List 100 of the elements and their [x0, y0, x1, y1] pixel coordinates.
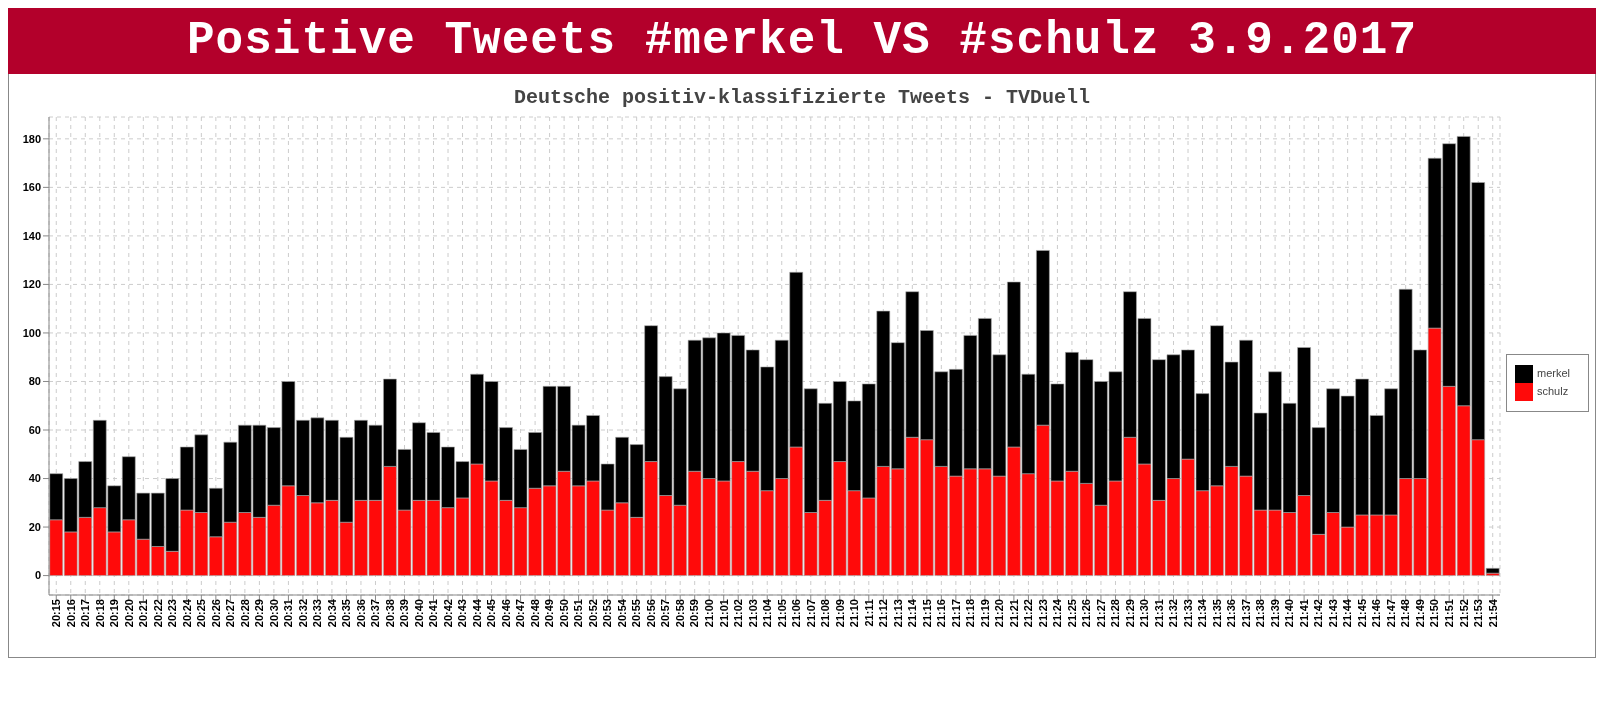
x-tick-label: 20:17 — [79, 599, 92, 628]
x-tick-label: 20:54 — [615, 598, 628, 628]
y-tick-label: 60 — [28, 423, 41, 436]
x-tick-label: 21:12 — [877, 599, 890, 628]
x-tick-label: 20:37 — [369, 599, 382, 628]
x-tick-label: 20:24 — [180, 598, 193, 628]
x-tick-label: 20:36 — [354, 599, 367, 628]
x-tick-label: 21:24 — [1051, 598, 1064, 628]
x-tick-label: 20:15 — [50, 599, 63, 628]
x-tick-label: 21:36 — [1225, 599, 1238, 628]
x-tick-label: 21:00 — [703, 599, 716, 628]
x-tick-label: 21:25 — [1065, 599, 1078, 628]
x-tick-label: 20:50 — [557, 599, 570, 628]
x-tick-label: 21:28 — [1109, 599, 1122, 628]
x-tick-label: 21:18 — [964, 599, 977, 628]
x-tick-label: 21:26 — [1080, 599, 1093, 628]
x-tick-label: 20:44 — [470, 598, 483, 628]
x-tick-label: 21:40 — [1283, 599, 1296, 628]
x-tick-label: 20:57 — [659, 599, 672, 628]
y-tick-label: 80 — [28, 375, 41, 388]
y-tick-label: 20 — [28, 520, 41, 533]
x-tick-label: 21:49 — [1413, 599, 1426, 628]
x-tick-label: 20:28 — [238, 599, 251, 628]
x-tick-label: 20:53 — [601, 599, 614, 628]
x-tick-label: 20:47 — [514, 599, 527, 628]
y-tick-label: 180 — [22, 132, 41, 145]
x-tick-label: 20:32 — [296, 599, 309, 628]
x-tick-label: 21:38 — [1254, 599, 1267, 628]
x-tick-label: 20:22 — [151, 599, 164, 628]
x-tick-label: 20:38 — [383, 599, 396, 628]
x-tick-label: 20:55 — [630, 599, 643, 628]
x-tick-label: 20:30 — [267, 599, 280, 628]
y-tick-label: 40 — [28, 472, 41, 485]
x-tick-label: 20:29 — [253, 599, 266, 628]
y-tick-label: 160 — [22, 181, 41, 194]
x-tick-label: 20:42 — [441, 599, 454, 628]
x-tick-label: 21:16 — [935, 599, 948, 628]
x-tick-label: 20:39 — [398, 599, 411, 628]
x-tick-label: 21:35 — [1210, 599, 1223, 628]
x-tick-label: 20:41 — [427, 599, 440, 628]
x-tick-label: 20:46 — [499, 599, 512, 628]
x-tick-label: 21:37 — [1239, 599, 1252, 628]
x-tick-label: 21:31 — [1152, 599, 1165, 628]
x-tick-label: 21:48 — [1399, 599, 1412, 628]
x-tick-label: 21:52 — [1457, 599, 1470, 628]
x-tick-label: 21:14 — [906, 598, 919, 628]
x-tick-label: 21:46 — [1370, 599, 1383, 628]
x-tick-label: 21:15 — [920, 599, 933, 628]
x-tick-label: 21:34 — [1196, 598, 1209, 628]
x-tick-label: 20:59 — [688, 599, 701, 628]
x-tick-label: 21:06 — [790, 599, 803, 628]
x-tick-label: 20:56 — [644, 599, 657, 628]
x-tick-label: 20:27 — [224, 599, 237, 628]
x-tick-label: 21:29 — [1123, 599, 1136, 628]
x-tick-label: 20:21 — [137, 599, 150, 628]
x-tick-label: 21:22 — [1022, 599, 1035, 628]
x-tick-label: 21:39 — [1268, 599, 1281, 628]
x-tick-label: 20:43 — [456, 599, 469, 628]
x-tick-label: 21:47 — [1384, 599, 1397, 628]
x-tick-label: 20:19 — [108, 599, 121, 628]
x-tick-label: 20:51 — [572, 599, 585, 628]
x-tick-label: 20:23 — [166, 599, 179, 628]
x-tick-label: 20:49 — [543, 599, 556, 628]
x-tick-label: 20:58 — [673, 599, 686, 628]
x-tick-label: 21:50 — [1428, 599, 1441, 628]
x-tick-label: 21:07 — [804, 599, 817, 628]
x-tick-label: 21:53 — [1472, 599, 1485, 628]
x-tick-label: 21:41 — [1297, 599, 1310, 628]
x-tick-label: 20:45 — [485, 599, 498, 628]
x-tick-label: 21:01 — [717, 599, 730, 628]
x-tick-label: 21:43 — [1326, 599, 1339, 628]
x-tick-label: 21:30 — [1138, 599, 1151, 628]
y-tick-label: 0 — [34, 569, 41, 582]
x-tick-label: 21:23 — [1036, 599, 1049, 628]
x-tick-label: 21:51 — [1443, 599, 1456, 628]
x-tick-label: 21:02 — [732, 599, 745, 628]
x-tick-label: 20:18 — [93, 599, 106, 628]
x-tick-label: 21:42 — [1312, 599, 1325, 628]
x-tick-label: 21:11 — [862, 599, 875, 627]
x-tick-label: 20:26 — [209, 599, 222, 628]
legend-label: schulz — [1536, 384, 1569, 397]
x-tick-label: 20:20 — [122, 599, 135, 628]
x-tick-label: 21:54 — [1486, 598, 1499, 628]
x-tick-label: 21:10 — [848, 599, 861, 628]
x-tick-label: 21:32 — [1167, 599, 1180, 628]
x-tick-label: 21:27 — [1094, 599, 1107, 628]
x-tick-label: 21:17 — [949, 599, 962, 628]
x-tick-label: 20:16 — [64, 599, 77, 628]
y-tick-label: 100 — [22, 326, 41, 339]
x-tick-label: 20:33 — [311, 599, 324, 628]
chart-title: Positive Tweets #merkel VS #schulz 3.9.2017 — [8, 8, 1596, 74]
x-tick-label: 21:44 — [1341, 598, 1354, 628]
x-tick-label: 21:03 — [746, 599, 759, 628]
x-tick-label: 20:25 — [195, 599, 208, 628]
x-tick-label: 21:09 — [833, 599, 846, 628]
x-tick-label: 21:19 — [978, 599, 991, 628]
x-tick-label: 21:33 — [1181, 599, 1194, 628]
chart-subtitle: Deutsche positiv-klassifizierte Tweets - TVDuell — [512, 86, 1092, 109]
x-tick-label: 21:13 — [891, 599, 904, 628]
legend-label: merkel — [1536, 366, 1570, 379]
